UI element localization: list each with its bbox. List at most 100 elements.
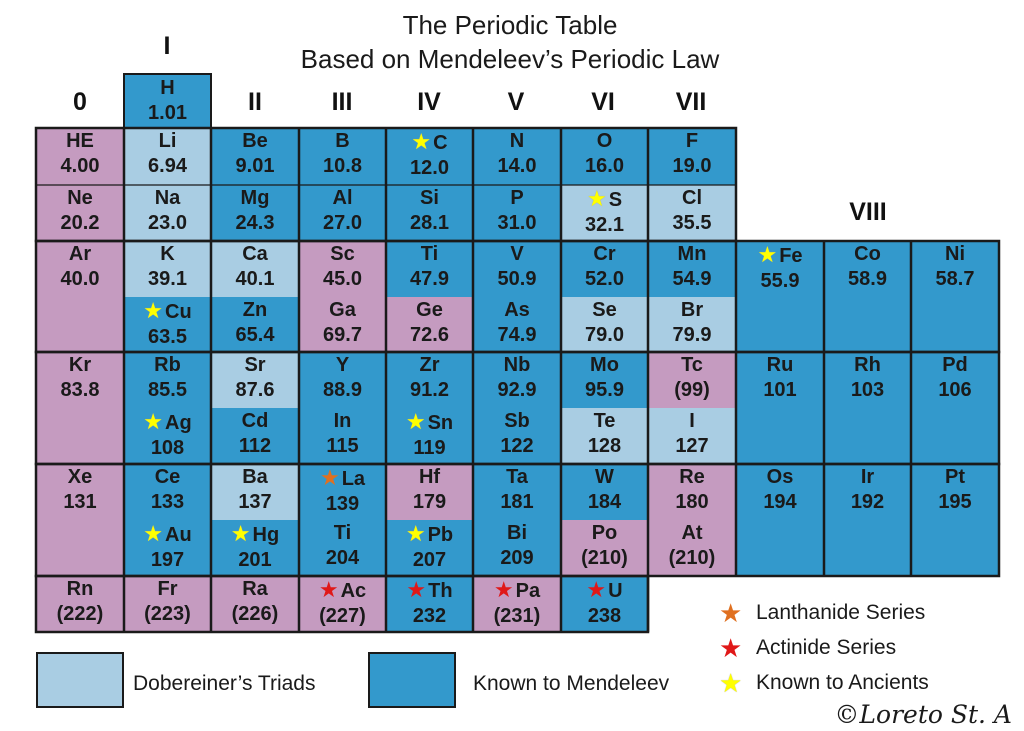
element-symbol: Sb <box>504 410 530 432</box>
element-cell-Mn: Mn 54.9 <box>648 241 736 297</box>
element-cell-Ir: Ir 192 <box>824 464 911 576</box>
element-weight: 4.00 <box>60 155 100 177</box>
element-symbol: Pd <box>942 354 968 376</box>
element-cell-Rb: Rb 85.5 <box>124 352 211 408</box>
element-weight: 106 <box>938 379 972 401</box>
element-weight: 101 <box>763 379 797 401</box>
element-weight: 58.9 <box>848 268 887 290</box>
element-symbol: Cl <box>682 187 702 209</box>
element-weight: 79.0 <box>585 324 624 346</box>
element-symbol: Pa <box>473 576 561 604</box>
title-line-1: The Periodic Table <box>402 10 618 40</box>
actinide-star-icon: ★ <box>719 633 743 663</box>
element-cell-As: As 74.9 <box>473 297 561 352</box>
element-cell-Kr: Kr 83.8 <box>36 352 124 464</box>
element-weight: 47.9 <box>410 268 449 290</box>
element-cell-Ba: Ba 137 <box>211 464 299 520</box>
element-cell-Zr: Zr 91.2 <box>386 352 473 408</box>
element-cell-Mo: Mo 95.9 <box>561 352 648 408</box>
element-weight: (210) <box>581 547 628 569</box>
element-symbol: Kr <box>68 354 92 376</box>
element-symbol: La <box>299 464 386 492</box>
element-cell-Sc: Sc 45.0 <box>299 241 386 297</box>
group-header-6: VI <box>591 88 615 116</box>
element-weight: 201 <box>238 549 272 571</box>
element-weight: 91.2 <box>410 379 449 401</box>
element-symbol: N <box>509 130 525 152</box>
element-cell-Li: Li 6.94 <box>124 128 211 185</box>
element-cell-Hf: Hf 179 <box>386 464 473 520</box>
element-weight: 209 <box>500 547 534 569</box>
element-symbol: Os <box>766 466 794 488</box>
element-weight: 40.1 <box>235 268 275 290</box>
element-weight: 65.4 <box>235 324 275 346</box>
element-weight: 192 <box>850 491 885 513</box>
element-weight: (227) <box>319 605 366 627</box>
element-weight: 10.8 <box>323 155 362 177</box>
group-header-7: VII <box>675 88 707 116</box>
element-weight: 127 <box>675 435 709 457</box>
element-weight: 179 <box>412 491 447 513</box>
element-weight: 23.0 <box>148 212 187 234</box>
element-cell-Be: Be 9.01 <box>211 128 299 185</box>
element-cell-Br: Br 79.9 <box>648 297 736 352</box>
element-weight: 1.01 <box>148 102 187 124</box>
element-weight: 180 <box>675 491 709 513</box>
element-cell-Nb: Nb 92.9 <box>473 352 561 408</box>
element-weight: 194 <box>763 491 797 513</box>
element-symbol: Fe <box>736 241 824 269</box>
element-symbol: Ra <box>242 578 268 600</box>
legend-label-triads: Dobereiner’s Triads <box>133 672 316 695</box>
element-symbol: Ne <box>67 187 93 209</box>
element-symbol: Tc <box>681 354 703 376</box>
element-weight: 69.7 <box>323 324 362 346</box>
element-symbol: Se <box>592 299 617 321</box>
element-cell-Ga: Ga 69.7 <box>299 297 386 352</box>
element-symbol: U <box>561 576 648 604</box>
element-weight: 54.9 <box>672 268 712 290</box>
group-header-5: V <box>507 88 525 116</box>
element-cell-Cr: Cr 52.0 <box>561 241 648 297</box>
element-weight: 50.9 <box>497 268 537 290</box>
element-cell-Pa: Pa(231) <box>473 576 561 632</box>
legend-label-lanthanide: Lanthanide Series <box>756 601 926 624</box>
element-cell-F: F 19.0 <box>648 128 736 185</box>
element-cell-In: In 115 <box>299 408 386 464</box>
element-weight: 238 <box>587 605 622 627</box>
element-weight: 63.5 <box>148 326 187 348</box>
element-symbol: Sr <box>244 354 266 376</box>
element-symbol: Co <box>854 243 881 265</box>
element-symbol: O <box>596 130 613 152</box>
element-cell-HE: HE 4.00 <box>36 128 124 185</box>
element-cell-Ce: Ce 133 <box>124 464 211 520</box>
element-symbol: Ar <box>68 243 92 265</box>
element-weight: (210) <box>668 547 716 569</box>
element-cell-Ra: Ra (226) <box>211 576 299 632</box>
element-weight: 40.0 <box>60 268 100 290</box>
legend-label-actinide: Actinide Series <box>756 636 897 659</box>
element-weight: 45.0 <box>323 268 362 290</box>
element-symbol: Rh <box>854 354 881 376</box>
element-cell-Ar: Ar 40.0 <box>36 241 124 352</box>
element-weight: 20.2 <box>60 212 100 234</box>
element-cell-Y: Y 88.9 <box>299 352 386 408</box>
element-weight: 181 <box>500 491 534 513</box>
element-cell-P: P 31.0 <box>473 185 561 241</box>
element-symbol: Fr <box>157 578 178 600</box>
element-weight: 58.7 <box>935 268 975 290</box>
element-cell-V: V 50.9 <box>473 241 561 297</box>
element-cell-Na: Na 23.0 <box>124 185 211 241</box>
element-symbol: Ce <box>154 466 181 488</box>
element-weight: 112 <box>238 435 272 457</box>
element-weight: 128 <box>587 435 622 457</box>
element-cell-Ca: Ca 40.1 <box>211 241 299 297</box>
element-cell-K: K 39.1 <box>124 241 211 297</box>
element-cell-Ge: Ge 72.6 <box>386 297 473 352</box>
group-header-2: II <box>248 88 262 116</box>
element-weight: 24.3 <box>235 212 275 234</box>
element-cell-C: C12.0 <box>386 128 473 185</box>
